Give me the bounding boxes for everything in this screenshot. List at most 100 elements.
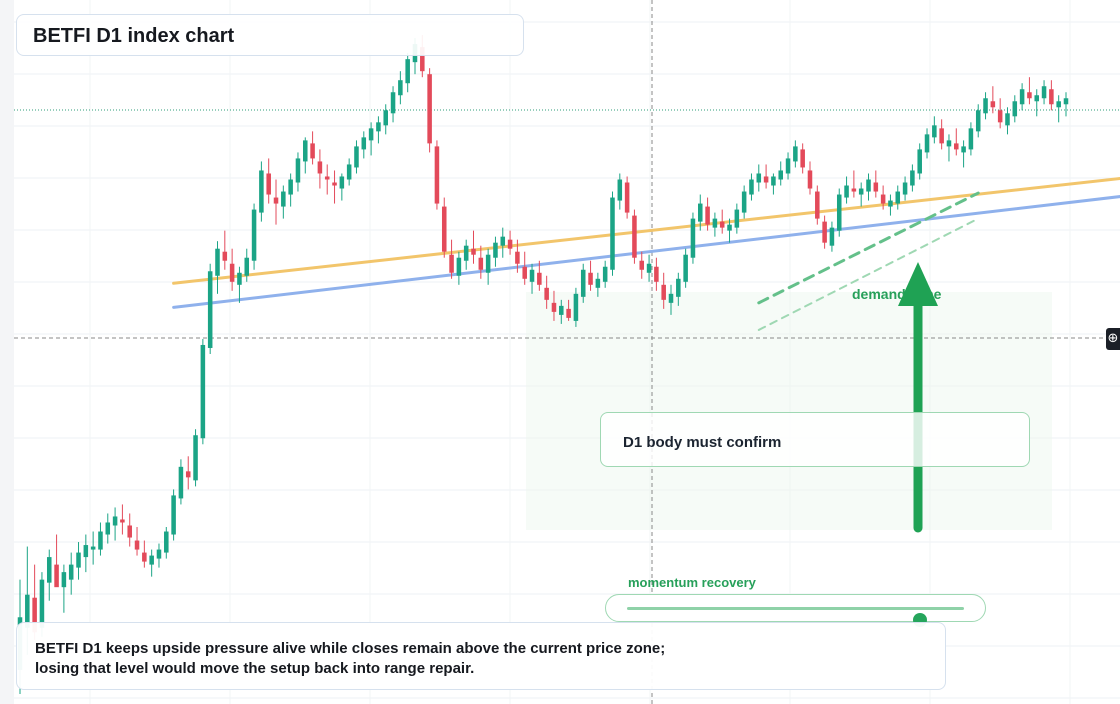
- candle-body: [632, 215, 637, 258]
- candle: [829, 221, 835, 252]
- candle: [939, 119, 944, 150]
- candle: [142, 540, 147, 568]
- candle: [112, 507, 118, 541]
- candle-body: [1063, 98, 1069, 105]
- candle: [134, 527, 140, 556]
- candle: [493, 236, 498, 267]
- candle: [427, 68, 432, 153]
- candle: [529, 263, 535, 294]
- candle: [990, 86, 996, 114]
- summary-line-1: BETFI D1 keeps upside pressure alive whi…: [35, 640, 666, 657]
- candle-body: [324, 176, 330, 180]
- candle-body: [332, 182, 337, 186]
- candle-body: [756, 173, 762, 183]
- candle: [398, 71, 403, 105]
- candle: [127, 513, 132, 547]
- candle-body: [222, 251, 228, 261]
- candle-body: [463, 245, 469, 261]
- momentum-slider[interactable]: [605, 594, 986, 627]
- candle: [1012, 95, 1018, 123]
- candle: [719, 209, 725, 234]
- candle: [303, 137, 308, 174]
- candle-body: [851, 188, 857, 192]
- candle-body: [946, 140, 952, 147]
- candle: [105, 513, 111, 544]
- candle-body: [200, 344, 206, 439]
- candle-body: [83, 545, 89, 558]
- candle-body: [368, 128, 374, 141]
- candle-body: [361, 137, 367, 150]
- candle-body: [697, 203, 703, 222]
- trendline-support: [172, 195, 1120, 309]
- candle-body: [229, 263, 235, 282]
- candle: [317, 149, 323, 189]
- candle: [741, 185, 747, 219]
- candle-body: [1034, 95, 1040, 102]
- candle: [368, 122, 374, 156]
- candle-body: [712, 218, 718, 228]
- candle: [46, 549, 52, 601]
- candle: [544, 275, 549, 309]
- candle: [310, 131, 315, 165]
- candle: [763, 164, 769, 189]
- candle-body: [705, 206, 710, 225]
- candle-body: [624, 182, 630, 213]
- trendline-projection-faint: [757, 217, 980, 331]
- candle: [441, 197, 447, 258]
- candle: [997, 98, 1003, 129]
- candle: [968, 122, 974, 156]
- candle: [1005, 107, 1010, 135]
- candle-body: [266, 173, 271, 195]
- candle-body: [954, 143, 959, 150]
- candle: [1019, 83, 1025, 111]
- candle: [676, 272, 681, 306]
- candle-body: [580, 269, 586, 297]
- candle: [1056, 95, 1061, 123]
- candle-body: [815, 191, 820, 219]
- candle: [697, 194, 703, 231]
- candle-body: [171, 495, 176, 535]
- candle: [405, 53, 410, 93]
- candle: [244, 248, 250, 282]
- candle: [954, 128, 959, 156]
- candle: [771, 173, 776, 195]
- candle: [61, 564, 67, 613]
- crosshair-icon[interactable]: ⊕: [1106, 328, 1120, 350]
- candle: [185, 456, 191, 490]
- candle-body: [932, 125, 937, 138]
- candle: [376, 116, 381, 144]
- candle: [902, 176, 908, 201]
- candle-body: [354, 146, 359, 168]
- trendlines: [172, 176, 1120, 331]
- candle: [851, 170, 857, 198]
- candle: [98, 522, 103, 556]
- candle-body: [888, 200, 893, 207]
- candle: [229, 248, 235, 291]
- candle-body: [793, 146, 798, 162]
- candle-body: [610, 197, 615, 270]
- candle: [200, 338, 206, 445]
- candle-body: [376, 122, 381, 132]
- candle: [76, 542, 81, 580]
- slider-track[interactable]: [627, 607, 964, 627]
- candle-body: [880, 194, 886, 204]
- candle: [339, 173, 345, 201]
- candle: [610, 191, 615, 276]
- candle-body: [310, 143, 315, 159]
- candle: [449, 239, 454, 279]
- candle: [295, 152, 301, 192]
- annotation-callout: D1 body must confirm: [600, 412, 1030, 467]
- candle-body: [902, 182, 908, 195]
- title-card: BETFI D1 index chart: [16, 14, 524, 56]
- candle: [961, 140, 966, 168]
- candle: [983, 92, 988, 120]
- candle-body: [968, 128, 974, 150]
- candle-body: [471, 248, 476, 255]
- candle-body: [1019, 89, 1025, 105]
- candle-body: [785, 158, 791, 174]
- candle: [836, 188, 842, 237]
- candle: [354, 140, 359, 174]
- candle-body: [654, 266, 659, 282]
- candle: [602, 260, 608, 288]
